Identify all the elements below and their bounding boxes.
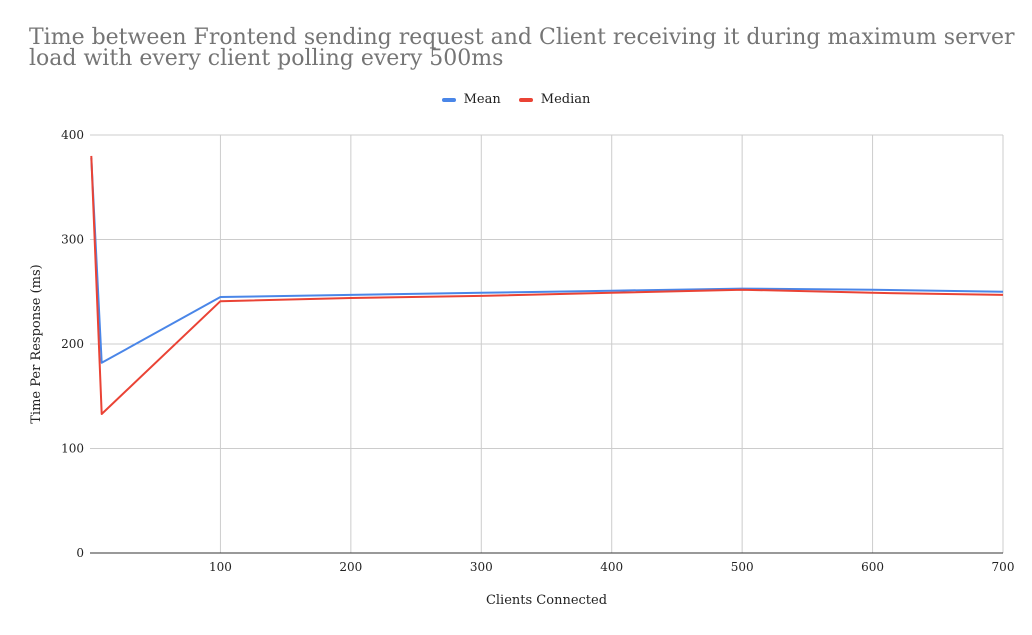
legend-item-median: Median xyxy=(518,92,591,107)
y-axis-title: Time Per Response (ms) xyxy=(29,264,44,424)
x-tick-label: 500 xyxy=(731,560,754,574)
legend-swatch-median xyxy=(518,97,533,102)
y-tick-label: 0 xyxy=(76,546,84,560)
legend-item-mean: Mean xyxy=(441,92,501,107)
legend: Mean Median xyxy=(0,92,1032,107)
series-lines xyxy=(90,155,1004,415)
x-tick-label: 400 xyxy=(600,560,623,574)
y-tick-label: 200 xyxy=(61,337,84,351)
tick-labels: 0 100 200 300 400 100 200 300 400 500 600 700 xyxy=(61,128,1014,574)
legend-label-median: Median xyxy=(540,92,591,107)
series-line-median xyxy=(90,155,1004,415)
legend-swatch-mean xyxy=(441,97,456,102)
x-tick-label: 100 xyxy=(209,560,232,574)
series-line-mean xyxy=(90,157,1004,364)
x-tick-label: 300 xyxy=(470,560,493,574)
x-tick-label: 200 xyxy=(339,560,362,574)
legend-label-mean: Mean xyxy=(463,92,501,107)
x-axis-title: Clients Connected xyxy=(486,593,607,608)
x-tick-label: 600 xyxy=(861,560,884,574)
y-tick-label: 100 xyxy=(61,442,84,456)
gridlines xyxy=(90,134,1004,553)
y-tick-label: 400 xyxy=(61,128,84,142)
chart-title: Time between Frontend sending request an… xyxy=(29,25,1015,71)
y-tick-label: 300 xyxy=(61,233,84,247)
x-tick-label: 700 xyxy=(992,560,1015,574)
